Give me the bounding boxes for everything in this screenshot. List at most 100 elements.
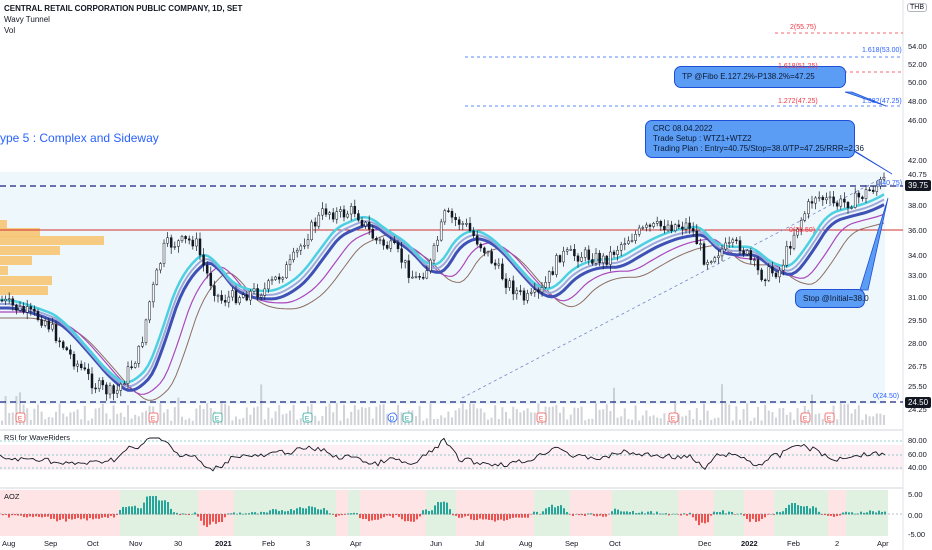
candle-body — [317, 214, 321, 227]
candle-body — [450, 211, 454, 218]
volume-bar — [645, 410, 648, 425]
volume-bar — [613, 387, 615, 425]
time-tick: Feb — [787, 539, 800, 548]
candle-body — [346, 213, 349, 218]
aoz-histogram-bar — [353, 512, 355, 515]
aoz-histogram-bar — [260, 511, 262, 515]
candle-body — [130, 366, 133, 369]
aoz-histogram-bar — [98, 514, 100, 519]
aoz-histogram-bar — [434, 505, 436, 515]
volume-bar — [173, 407, 176, 425]
aoz-histogram-bar — [755, 514, 757, 522]
tp-callout[interactable]: TP @Fibo E.127.2%-P138.2%=47.25 — [674, 66, 846, 88]
aoz-background-segment — [0, 490, 6, 536]
volume-bar — [688, 410, 691, 425]
candle-body — [493, 262, 497, 266]
candle-body — [875, 185, 879, 192]
candle-body — [562, 250, 565, 263]
aoz-histogram-bar — [827, 514, 829, 516]
rsi-title[interactable]: RSI for WaveRiders — [4, 433, 70, 442]
aoz-histogram-bar — [794, 503, 796, 515]
candle-body — [666, 224, 670, 231]
aoz-histogram-bar — [95, 514, 97, 519]
tp-callout-pointer — [844, 91, 887, 107]
aoz-background-segment — [594, 490, 600, 536]
aoz-histogram-bar — [515, 514, 517, 518]
candle-body — [457, 219, 461, 225]
aoz-histogram-bar — [302, 508, 304, 515]
volume-bar — [357, 409, 360, 425]
candle-body — [789, 245, 792, 249]
volume-bar — [487, 419, 489, 425]
volume-bar — [339, 420, 342, 425]
aoz-histogram-bar — [53, 514, 55, 519]
aoz-histogram-bar — [275, 509, 277, 515]
aoz-histogram-bar — [14, 514, 16, 516]
aoz-histogram-bar — [209, 514, 211, 525]
aoz-histogram-bar — [749, 514, 751, 522]
volume-bar — [577, 408, 579, 425]
aoz-title[interactable]: AOZ — [4, 492, 20, 501]
aoz-histogram-bar — [263, 512, 265, 515]
aoz-histogram-bar — [413, 514, 415, 522]
candle-body — [717, 255, 720, 258]
stop-callout-text: Stop @Initial=38.0 — [803, 294, 869, 303]
candle-body — [378, 239, 382, 242]
candle-body — [785, 245, 789, 266]
event-marker — [536, 412, 547, 423]
candle-body — [51, 324, 54, 330]
aoz-histogram-bar — [152, 496, 154, 515]
volume-bar — [235, 416, 237, 425]
aoz-histogram-bar — [878, 510, 880, 515]
volume-bar — [47, 416, 50, 425]
aoz-histogram-bar — [86, 514, 88, 521]
aoz-histogram-bar — [560, 505, 562, 515]
volume-bar — [649, 416, 651, 425]
aoz-background-segment — [702, 490, 708, 536]
volume-bar — [875, 413, 878, 425]
indicator-vol[interactable]: Vol — [4, 26, 16, 35]
aoz-histogram-bar — [554, 507, 556, 515]
candle-body — [583, 249, 587, 258]
volume-bar — [526, 408, 529, 425]
volume-bar — [209, 408, 212, 425]
candle-body — [252, 288, 256, 292]
indicator-wavy-tunnel[interactable]: Wavy Tunnel — [4, 15, 50, 24]
aoz-histogram-bar — [647, 511, 649, 515]
aoz-background-segment — [744, 490, 750, 536]
volume-bar — [249, 414, 252, 425]
rsi-line — [0, 437, 886, 472]
candle-body — [180, 236, 184, 242]
aoz-histogram-bar — [626, 511, 628, 515]
aoz-histogram-bar — [155, 496, 157, 515]
aoz-background-segment — [408, 490, 414, 536]
aoz-histogram-bar — [848, 512, 850, 515]
aoz-histogram-bar — [776, 511, 778, 515]
candle-body — [83, 367, 87, 370]
tunnel-slow-line — [0, 222, 885, 401]
volume-bar — [278, 404, 281, 425]
volume-bar — [112, 405, 115, 425]
stop-callout[interactable]: Stop @Initial=38.0 — [795, 289, 869, 308]
candle-body — [727, 242, 731, 244]
aoz-histogram-bar — [386, 514, 388, 516]
trade-plan-callout[interactable]: CRC 08.04.2022 Trade Setup : WTZ1+WTZ2 T… — [645, 120, 864, 158]
aoz-background-segment — [822, 490, 828, 536]
volume-bar — [739, 419, 741, 425]
candle-body — [310, 221, 313, 240]
candle-body — [670, 224, 673, 231]
aoz-histogram-bar — [167, 501, 169, 515]
aoz-histogram-bar — [122, 506, 124, 515]
candle-body — [612, 251, 616, 255]
aoz-histogram-bar — [68, 514, 70, 519]
volume-bar — [724, 403, 727, 425]
time-tick: Jul — [475, 539, 485, 548]
volume-bar — [713, 418, 716, 425]
volume-bar — [145, 410, 147, 425]
candle-body — [511, 280, 515, 295]
aoz-histogram-bar — [494, 514, 496, 522]
volume-bar — [368, 407, 371, 425]
volume-bar — [472, 403, 475, 425]
candle-body — [148, 301, 151, 321]
